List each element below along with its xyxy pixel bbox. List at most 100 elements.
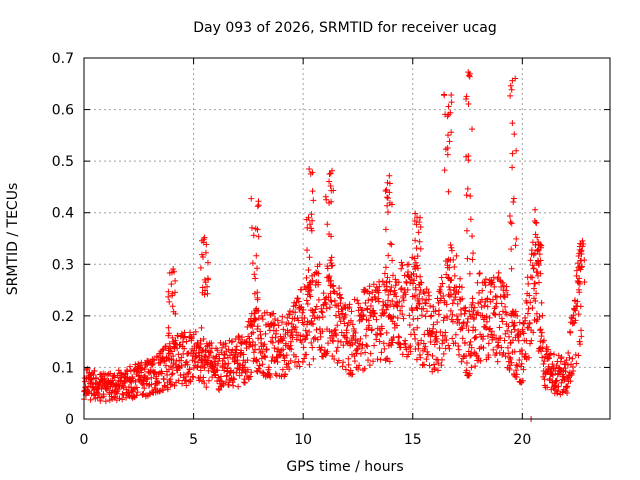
data-point <box>230 382 237 389</box>
data-point <box>484 295 491 302</box>
data-point <box>415 229 422 236</box>
data-point <box>339 310 346 317</box>
data-point <box>383 329 390 336</box>
data-point <box>258 335 265 342</box>
data-point <box>351 358 358 365</box>
data-point <box>344 322 351 329</box>
data-point <box>236 361 243 368</box>
data-point <box>179 339 186 346</box>
data-point <box>159 346 166 353</box>
data-point <box>331 327 338 334</box>
data-point <box>534 234 541 241</box>
data-point <box>462 95 469 102</box>
data-point <box>573 272 580 279</box>
data-point <box>504 327 511 334</box>
data-point <box>271 344 278 351</box>
data-point <box>139 365 146 372</box>
data-point <box>186 366 193 373</box>
data-point <box>489 279 496 286</box>
data-point <box>245 376 252 383</box>
data-point <box>200 374 207 381</box>
data-point <box>375 289 382 296</box>
data-point <box>215 374 222 381</box>
data-point <box>445 188 452 195</box>
data-point <box>376 283 383 290</box>
data-point <box>390 313 397 320</box>
data-point <box>252 316 259 323</box>
data-point <box>446 138 453 145</box>
data-point <box>389 257 396 264</box>
data-point <box>508 329 515 336</box>
data-point <box>164 386 171 393</box>
data-point <box>336 314 343 321</box>
data-point <box>537 326 544 333</box>
data-point <box>529 239 536 246</box>
data-point <box>422 299 429 306</box>
data-point <box>508 265 515 272</box>
data-point <box>509 120 516 127</box>
data-point <box>172 277 179 284</box>
data-point <box>406 312 413 319</box>
data-point <box>355 300 362 307</box>
data-point <box>383 306 390 313</box>
data-point <box>284 329 291 336</box>
data-point <box>414 253 421 260</box>
data-point <box>175 377 182 384</box>
y-tick-label: 0.1 <box>52 360 74 376</box>
data-point <box>203 384 210 391</box>
data-point <box>510 322 517 329</box>
data-point <box>298 339 305 346</box>
data-point <box>413 356 420 363</box>
data-point <box>422 313 429 320</box>
y-tick-label: 0.2 <box>52 309 74 325</box>
data-point <box>163 362 170 369</box>
data-point <box>503 311 510 318</box>
data-point <box>352 329 359 336</box>
data-point <box>474 309 481 316</box>
data-point <box>339 363 346 370</box>
data-point <box>294 295 301 302</box>
data-point <box>365 357 372 364</box>
data-point <box>253 307 260 314</box>
data-point <box>362 349 369 356</box>
data-point <box>377 330 384 337</box>
data-point <box>317 333 324 340</box>
data-point <box>398 303 405 310</box>
data-point <box>324 274 331 281</box>
data-point <box>155 379 162 386</box>
data-point <box>462 307 469 314</box>
data-point <box>504 291 511 298</box>
data-point <box>169 370 176 377</box>
data-point <box>308 225 315 232</box>
data-point <box>398 285 405 292</box>
data-point <box>576 289 583 296</box>
data-point <box>149 361 156 368</box>
data-point <box>233 349 240 356</box>
data-point <box>216 386 223 393</box>
data-point <box>225 360 232 367</box>
data-point <box>544 356 551 363</box>
data-point <box>234 353 241 360</box>
data-point <box>494 339 501 346</box>
data-point <box>442 329 449 336</box>
data-point <box>134 368 141 375</box>
data-point <box>319 328 326 335</box>
data-point <box>464 185 471 192</box>
data-point <box>113 389 120 396</box>
data-point <box>243 338 250 345</box>
data-point <box>575 352 582 359</box>
data-point <box>537 338 544 345</box>
data-point <box>526 292 533 299</box>
data-point <box>440 293 447 300</box>
data-point <box>432 308 439 315</box>
y-axis-label: SRMTID / TECUs <box>5 183 21 296</box>
data-point <box>465 72 472 79</box>
data-point <box>205 367 212 374</box>
data-point <box>144 375 151 382</box>
data-point <box>280 335 287 342</box>
data-point <box>440 350 447 357</box>
data-point <box>376 338 383 345</box>
data-point <box>390 272 397 279</box>
data-point <box>516 319 523 326</box>
data-point <box>182 377 189 384</box>
